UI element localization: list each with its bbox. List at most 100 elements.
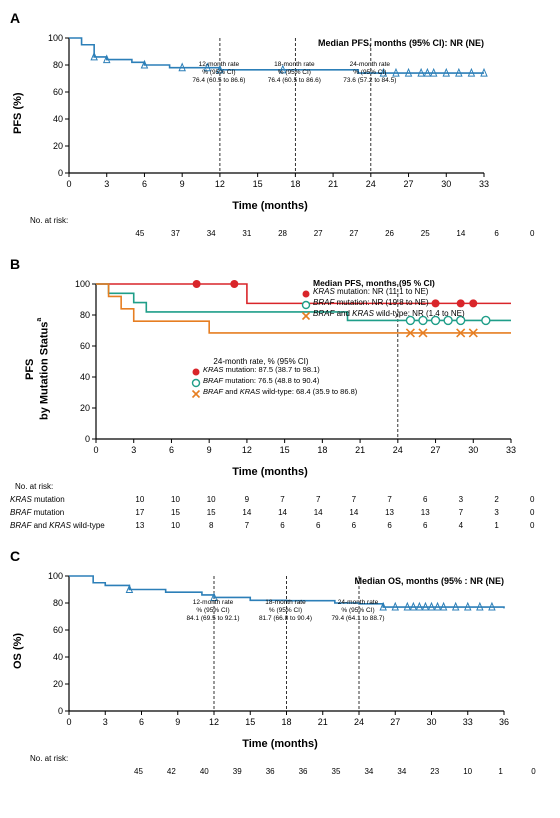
svg-text:3: 3: [104, 179, 109, 189]
svg-text:24-month rate: 24-month rate: [350, 61, 391, 68]
panel-A: A PFS (%) 0 20 40 60 80 100 0 3 6 9 12 15 18 21 24 27 30…: [10, 10, 550, 238]
svg-text:80: 80: [53, 60, 63, 70]
svg-text:0: 0: [66, 717, 71, 727]
panel-B-chart: PFS by Mutation Statusa 0204060801000369…: [10, 274, 550, 464]
svg-text:30: 30: [426, 717, 436, 727]
svg-text:33: 33: [506, 445, 516, 455]
risk-label-A: [30, 229, 122, 238]
svg-text:24-month rate: 24-month rate: [338, 599, 379, 606]
svg-text:12: 12: [215, 179, 225, 189]
svg-text:18: 18: [290, 179, 300, 189]
risk-row-A: 4537343128272726251460: [30, 229, 550, 238]
svg-text:27: 27: [430, 445, 440, 455]
svg-text:6: 6: [169, 445, 174, 455]
svg-text:0: 0: [93, 445, 98, 455]
svg-text:9: 9: [175, 717, 180, 727]
svg-text:15: 15: [245, 717, 255, 727]
risk-values-A: 4537343128272726251460: [122, 229, 550, 238]
svg-text:18: 18: [281, 717, 291, 727]
panel-C-svg: 0204060801000369121518212427303336Median…: [24, 566, 514, 736]
svg-text:0: 0: [58, 706, 63, 716]
svg-text:40: 40: [53, 114, 63, 124]
svg-text:18-month rate: 18-month rate: [274, 61, 315, 68]
risk-row-C: 454240393636353434231010: [30, 767, 550, 776]
svg-text:15: 15: [279, 445, 289, 455]
svg-text:12-month rate: 12-month rate: [199, 61, 240, 68]
svg-text:40: 40: [53, 652, 63, 662]
panel-B-ylabel: PFS by Mutation Statusa: [10, 274, 51, 464]
svg-text:18-month rate: 18-month rate: [265, 599, 306, 606]
svg-text:% (95% CI): % (95% CI): [278, 69, 311, 76]
panel-A-label: A: [10, 10, 550, 26]
panel-A-ylabel: PFS (%): [10, 28, 24, 198]
svg-text:18: 18: [317, 445, 327, 455]
svg-text:9: 9: [206, 445, 211, 455]
svg-text:24: 24: [392, 445, 402, 455]
svg-text:33: 33: [463, 717, 473, 727]
svg-text:20: 20: [53, 679, 63, 689]
panel-C-chart: OS (%) 020406080100036912151821242730333…: [10, 566, 550, 736]
panel-B: B PFS by Mutation Statusa 02040608010003…: [10, 256, 550, 530]
svg-text:3: 3: [103, 717, 108, 727]
svg-text:21: 21: [355, 445, 365, 455]
svg-text:60: 60: [53, 87, 63, 97]
risk-rows-B: KRAS mutation101010977776320BRAF mutatio…: [10, 495, 550, 530]
panel-A-xlabel: Time (months): [70, 200, 470, 212]
svg-text:Median PFS, months (95% CI): N: Median PFS, months (95% CI): NR (NE): [318, 38, 484, 48]
svg-text:21: 21: [328, 179, 338, 189]
panel-B-svg: 02040608010003691215182124273033Median P…: [51, 274, 521, 464]
svg-text:81.7 (66.8 to 90.4): 81.7 (66.8 to 90.4): [259, 615, 312, 622]
svg-text:84.1 (69.5 to 92.1): 84.1 (69.5 to 92.1): [186, 615, 239, 622]
risk-header-A: No. at risk:: [30, 216, 550, 225]
panel-A-chart: PFS (%) 0 20 40 60 80 100 0 3 6 9 12 15 18 21 24 27 30 33…: [10, 28, 550, 198]
svg-text:27: 27: [390, 717, 400, 727]
risk-label-C: [30, 767, 122, 776]
svg-text:0: 0: [66, 179, 71, 189]
panel-C-label: C: [10, 548, 550, 564]
svg-text:36: 36: [499, 717, 509, 727]
svg-text:% (95% CI): % (95% CI): [196, 607, 229, 614]
svg-text:100: 100: [48, 33, 63, 43]
panel-B-label: B: [10, 256, 550, 272]
svg-text:33: 33: [479, 179, 489, 189]
panel-C-ylabel: OS (%): [10, 566, 24, 736]
svg-text:27: 27: [404, 179, 414, 189]
svg-text:6: 6: [142, 179, 147, 189]
svg-text:12: 12: [209, 717, 219, 727]
svg-text:% (95% CI): % (95% CI): [202, 69, 235, 76]
panel-C-xlabel: Time (months): [70, 738, 490, 750]
svg-text:20: 20: [53, 141, 63, 151]
svg-text:12-month rate: 12-month rate: [193, 599, 234, 606]
svg-text:30: 30: [468, 445, 478, 455]
risk-values-C: 454240393636353434231010: [122, 767, 550, 776]
risk-header-C: No. at risk:: [30, 754, 550, 763]
svg-text:15: 15: [253, 179, 263, 189]
svg-text:12: 12: [242, 445, 252, 455]
svg-text:79.4 (64.1 to 88.7): 79.4 (64.1 to 88.7): [331, 615, 384, 622]
svg-text:6: 6: [139, 717, 144, 727]
svg-text:0: 0: [58, 168, 63, 178]
svg-text:3: 3: [131, 445, 136, 455]
svg-text:% (95% CI): % (95% CI): [269, 607, 302, 614]
svg-text:80: 80: [80, 310, 90, 320]
svg-text:% (95% CI): % (95% CI): [341, 607, 374, 614]
svg-text:73.6 (57.2 to 84.5): 73.6 (57.2 to 84.5): [343, 77, 396, 84]
svg-text:9: 9: [180, 179, 185, 189]
panel-C: C OS (%) 0204060801000369121518212427303…: [10, 548, 550, 776]
svg-text:60: 60: [53, 625, 63, 635]
svg-text:Median OS, months (95% : NR (N: Median OS, months (95% : NR (NE): [354, 576, 504, 586]
svg-text:30: 30: [441, 179, 451, 189]
svg-text:0: 0: [85, 434, 90, 444]
svg-text:40: 40: [80, 372, 90, 382]
svg-text:80: 80: [53, 598, 63, 608]
svg-text:24: 24: [354, 717, 364, 727]
svg-text:76.4 (60.5 to 86.6): 76.4 (60.5 to 86.6): [268, 77, 321, 84]
svg-text:% (95% CI): % (95% CI): [353, 69, 386, 76]
svg-text:20: 20: [80, 403, 90, 413]
panel-A-svg: 0 20 40 60 80 100 0 3 6 9 12 15 18 21 24 27 30 33 Median P…: [24, 28, 494, 198]
svg-text:100: 100: [75, 279, 90, 289]
svg-text:21: 21: [318, 717, 328, 727]
panel-B-xlabel: Time (months): [70, 466, 470, 478]
svg-text:24: 24: [366, 179, 376, 189]
svg-text:76.4 (60.5 to 86.6): 76.4 (60.5 to 86.6): [192, 77, 245, 84]
